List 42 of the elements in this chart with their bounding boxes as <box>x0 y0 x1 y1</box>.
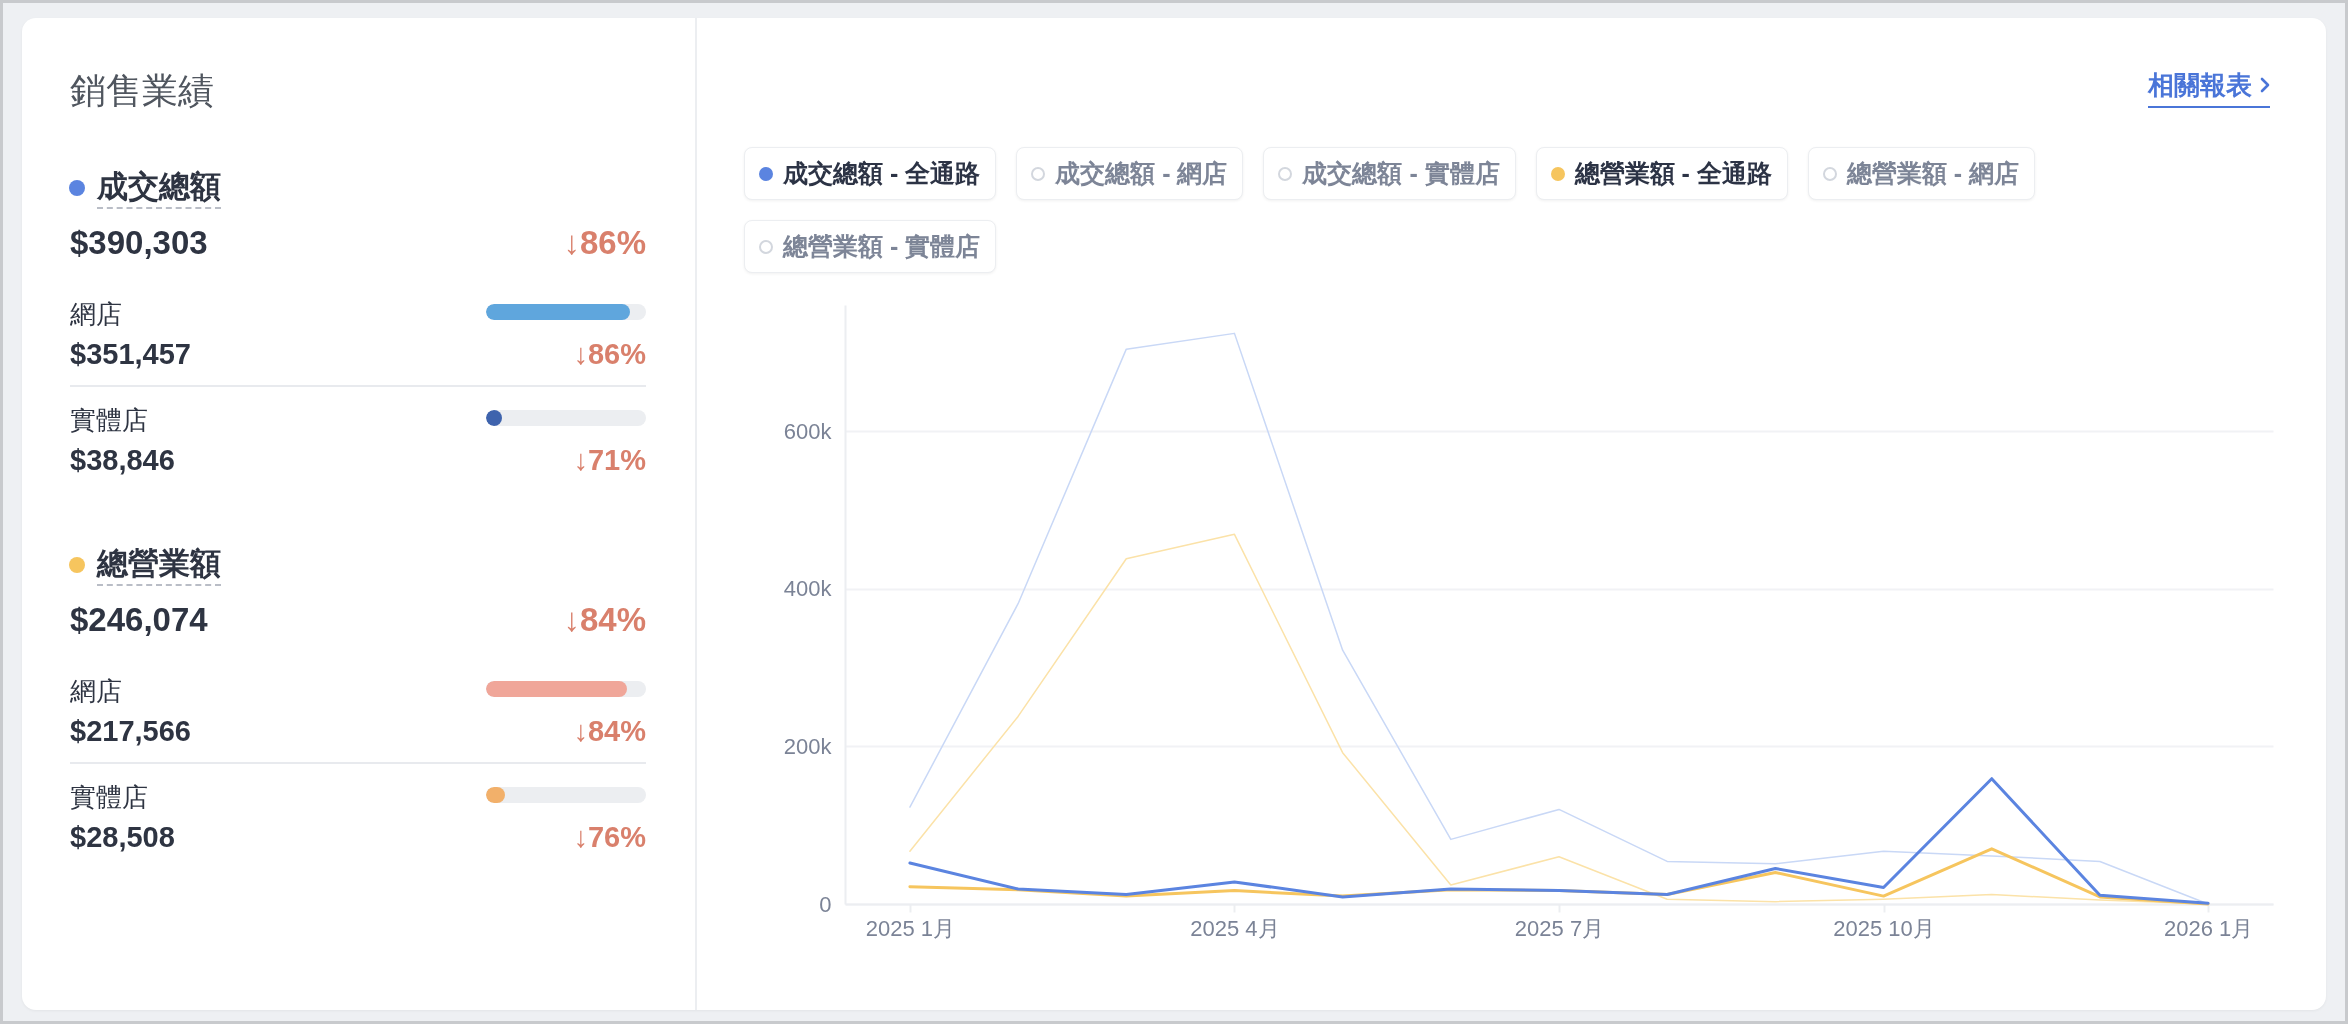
legend-chip: 總營業額 - 全通路 <box>1535 147 1788 200</box>
x-tick-label: 2025 1月 <box>865 915 956 941</box>
legend-label: 成交總額 - 實體店 <box>1302 158 1500 189</box>
text: 實體店 <box>70 404 148 437</box>
y-tick-label: 0 <box>819 891 832 917</box>
text: 成交總額 <box>97 167 221 209</box>
text: 網店 <box>70 298 122 331</box>
x-tick-label: 2026 1月 <box>2163 915 2254 941</box>
text: 銷售業績 <box>70 68 214 113</box>
text: $28,508 <box>70 820 175 855</box>
x-tick-label: 2025 4月 <box>1190 915 1280 941</box>
legend-chip: 成交總額 - 網店 <box>1016 147 1244 200</box>
text: ↓84% <box>563 599 646 640</box>
legend-chip: 總營業額 - 實體店 <box>744 220 997 273</box>
legend-chip: 成交總額 - 全通路 <box>744 147 997 200</box>
legend-label: 總營業額 - 網店 <box>1846 158 2020 189</box>
x-tick-label: 2025 10月 <box>1833 915 1935 941</box>
y-tick-label: 600k <box>783 418 833 444</box>
y-tick-label: 400k <box>783 576 833 602</box>
text: $38,846 <box>70 443 175 478</box>
text: ↓84% <box>573 714 646 749</box>
text: $217,566 <box>70 714 191 749</box>
text: 總營業額 <box>97 544 221 586</box>
legend-label: 總營業額 - 全通路 <box>1574 158 1772 189</box>
text: 實體店 <box>70 781 148 814</box>
text: 網店 <box>70 675 122 708</box>
text: $390,303 <box>70 222 208 263</box>
legend-label: 成交總額 - 網店 <box>1055 158 1228 189</box>
text: ↓76% <box>573 820 646 855</box>
legend-label: 總營業額 - 實體店 <box>783 231 981 262</box>
x-tick-label: 2025 7月 <box>1514 915 1605 941</box>
line-series <box>908 777 2210 905</box>
text: $351,457 <box>70 337 191 372</box>
legend-chip: 總營業額 - 網店 <box>1807 147 2036 200</box>
text: ↓86% <box>563 222 646 263</box>
text: ↓71% <box>573 443 646 478</box>
text: $246,074 <box>70 599 208 640</box>
legend-label: 成交總額 - 全通路 <box>783 158 981 189</box>
legend-chip: 成交總額 - 實體店 <box>1263 147 1516 200</box>
text: ↓86% <box>573 337 646 372</box>
text: 相關報表 <box>2148 69 2252 102</box>
y-tick-label: 200k <box>783 733 833 759</box>
